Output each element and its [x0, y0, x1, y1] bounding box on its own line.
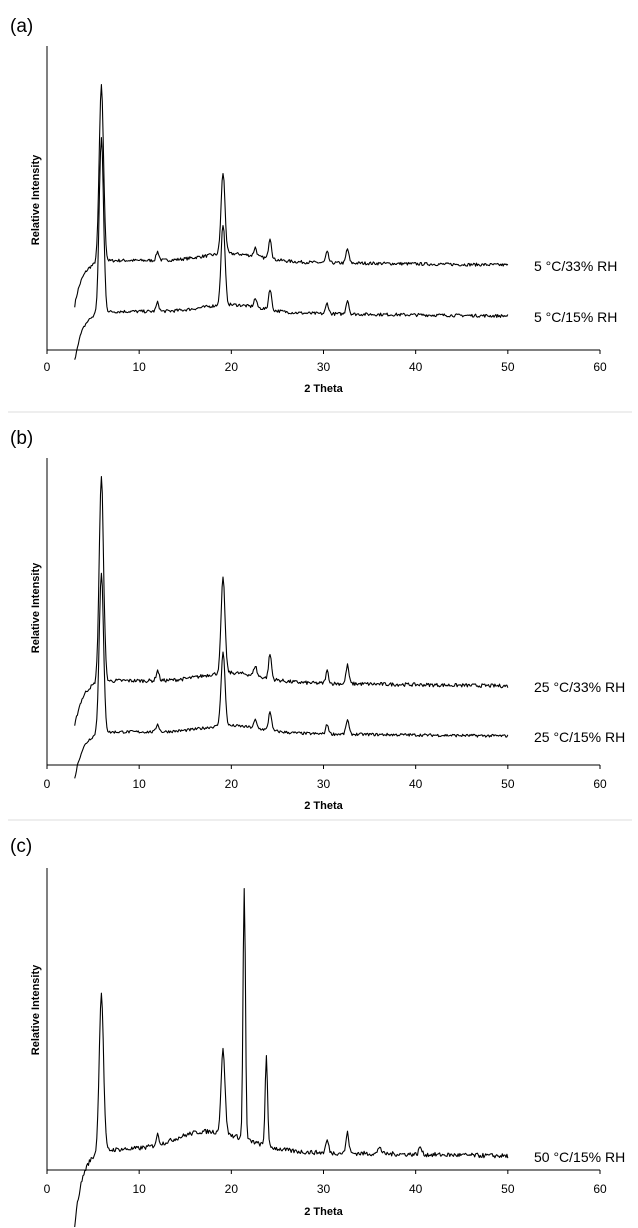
- x-axis-label: 2 Theta: [304, 383, 343, 395]
- x-tick-label: 0: [44, 1182, 51, 1196]
- y-axis-label: Relative Intensity: [30, 154, 42, 245]
- x-tick-label: 30: [317, 1182, 331, 1196]
- chart-panel: (a) 0 10 20 30 40 50 60 2 Theta Relative Intensit…: [10, 16, 617, 395]
- chart-panel: (b) 0 10 20 30 40 50 60 2 Theta Relative Intensit…: [10, 428, 625, 812]
- x-tick-label: 20: [225, 1182, 239, 1196]
- x-tick-label: 60: [593, 1182, 607, 1196]
- x-tick-label: 0: [44, 777, 51, 791]
- x-tick-label: 10: [132, 1182, 146, 1196]
- x-tick-label: 40: [409, 360, 423, 374]
- x-axis-label: 2 Theta: [304, 800, 343, 812]
- x-tick-label: 10: [132, 777, 146, 791]
- series-label: 5 °C/33% RH: [534, 258, 617, 274]
- series-label: 25 °C/15% RH: [534, 729, 625, 745]
- x-tick-label: 40: [409, 1182, 423, 1196]
- series-line: [74, 475, 509, 726]
- panel-label: (a): [10, 16, 33, 37]
- series-label: 5 °C/15% RH: [534, 309, 617, 325]
- x-tick-label: 40: [409, 777, 423, 791]
- x-tick-label: 30: [317, 360, 331, 374]
- x-tick-label: 50: [501, 777, 515, 791]
- x-tick-label: 30: [317, 777, 331, 791]
- series-label: 50 °C/15% RH: [534, 1149, 625, 1165]
- series-line: [74, 84, 509, 308]
- y-axis-label: Relative Intensity: [30, 964, 42, 1055]
- panel-label: (c): [10, 836, 32, 857]
- series-line: [74, 572, 509, 779]
- chart-panel: (c) 0 10 20 30 40 50 60 2 Theta Relative Intensit…: [10, 836, 625, 1228]
- x-tick-label: 60: [593, 360, 607, 374]
- x-tick-label: 50: [501, 360, 515, 374]
- y-axis-label: Relative Intensity: [30, 562, 42, 653]
- x-tick-label: 0: [44, 360, 51, 374]
- x-tick-label: 60: [593, 777, 607, 791]
- x-tick-label: 10: [132, 360, 146, 374]
- x-axis-label: 2 Theta: [304, 1206, 343, 1218]
- series-line: [74, 888, 509, 1228]
- series-line: [74, 137, 509, 360]
- x-tick-label: 20: [225, 777, 239, 791]
- panel-label: (b): [10, 428, 33, 449]
- x-tick-label: 50: [501, 1182, 515, 1196]
- series-label: 25 °C/33% RH: [534, 679, 625, 695]
- x-tick-label: 20: [225, 360, 239, 374]
